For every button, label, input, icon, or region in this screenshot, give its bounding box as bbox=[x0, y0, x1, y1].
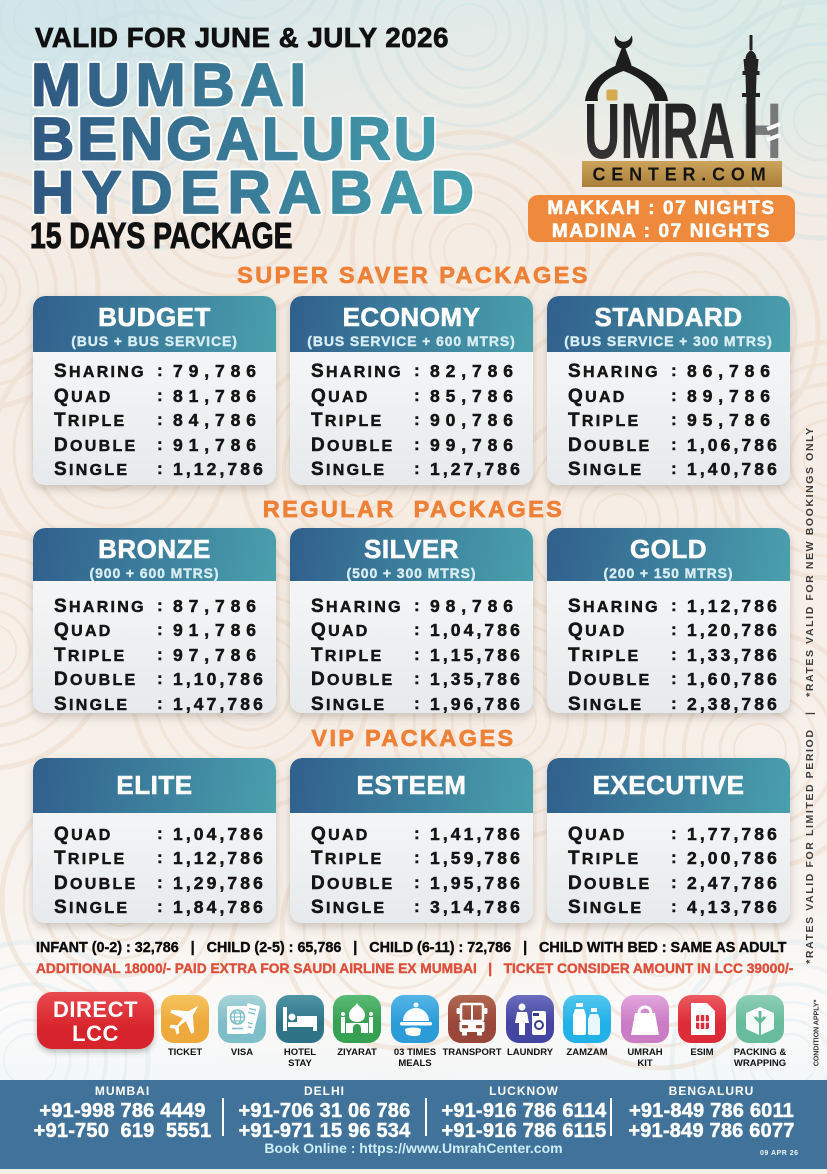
svg-text:HYDERABAD: HYDERABAD bbox=[31, 159, 474, 225]
svg-text:MUMBAI: MUMBAI bbox=[31, 55, 306, 119]
svg-text:MUMBAI: MUMBAI bbox=[31, 55, 306, 119]
svg-text:CENTER.COM: CENTER.COM bbox=[593, 165, 772, 185]
svg-text:BENGALURU: BENGALURU bbox=[31, 106, 437, 173]
svg-text:HYDERABAD: HYDERABAD bbox=[31, 159, 474, 225]
svg-text:BENGALURU: BENGALURU bbox=[31, 106, 437, 173]
